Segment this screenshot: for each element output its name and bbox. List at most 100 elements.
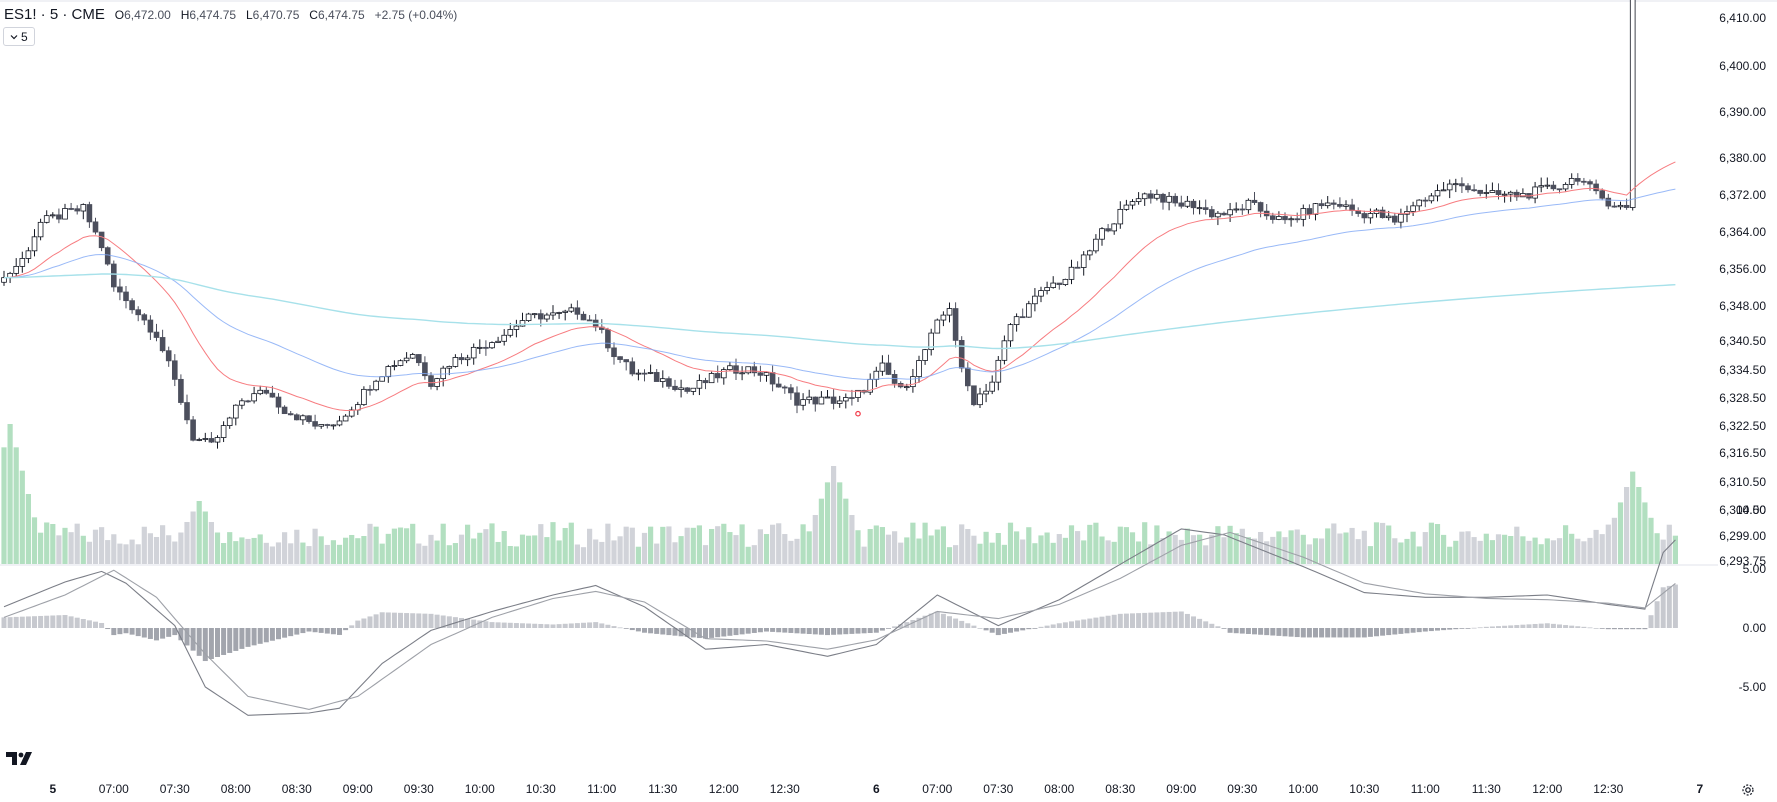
volume-bar: [1398, 542, 1404, 564]
candle-body: [184, 402, 190, 421]
macd-histogram-bar: [93, 621, 98, 628]
volume-bar: [1483, 533, 1489, 564]
candle-body: [31, 236, 38, 252]
candle: [525, 312, 532, 322]
candle: [1349, 198, 1355, 216]
macd-tick-label: 5.00: [1743, 562, 1767, 576]
candle-body: [757, 372, 764, 376]
macd-histogram-bar: [1343, 628, 1349, 638]
candle-body: [1453, 183, 1459, 186]
candle: [830, 389, 837, 410]
time-tick-label: 10:30: [1349, 782, 1379, 796]
candle-body: [232, 404, 239, 419]
macd-histogram-bar: [971, 625, 977, 628]
volume-bar: [416, 543, 422, 564]
volume-bar: [1343, 532, 1349, 564]
volume-bar: [715, 526, 721, 564]
price-axis[interactable]: 6,410.00 6,400.00 6,390.00 6,380.00 6,372.00…: [1719, 11, 1766, 568]
tradingview-logo[interactable]: [6, 750, 34, 766]
volume-bar: [465, 524, 471, 564]
candle: [324, 423, 331, 429]
candle-body: [1154, 193, 1160, 199]
macd-histogram-bar: [550, 624, 556, 628]
symbol-title[interactable]: ES1! · 5 · CME: [4, 6, 105, 23]
time-tick-label: 11:30: [1472, 782, 1501, 796]
candle-body: [1068, 266, 1075, 280]
candle: [403, 352, 410, 364]
macd-axis[interactable]: 10.00 5.00 0.00 -5.00: [1736, 503, 1766, 694]
volume-bar: [361, 536, 367, 564]
candle: [782, 385, 788, 394]
candle: [1038, 286, 1044, 303]
candle-body: [1532, 186, 1538, 199]
candle: [1294, 212, 1301, 223]
macd-histogram-bar: [1166, 611, 1172, 628]
candle: [1599, 188, 1606, 201]
candle: [1392, 212, 1398, 226]
candle: [678, 379, 684, 398]
candle: [348, 406, 355, 418]
candle-body: [1300, 208, 1307, 220]
volume-bar: [1062, 537, 1068, 564]
volume-bar: [92, 529, 99, 564]
candle-body: [574, 307, 581, 315]
candle: [599, 319, 605, 334]
volume-bar: [1056, 534, 1062, 564]
macd-histogram-bar: [1654, 601, 1660, 628]
macd-histogram-bar: [1471, 627, 1477, 629]
candle-body: [1343, 204, 1349, 207]
indicator-toggle-button[interactable]: 5: [3, 27, 35, 46]
candle-body: [1093, 238, 1099, 252]
macd-histogram-bar: [355, 620, 361, 628]
candle-body: [818, 396, 825, 405]
candle-body: [1074, 266, 1081, 269]
candle-body: [422, 362, 428, 377]
macd-histogram-bar: [404, 613, 410, 628]
macd-histogram-bar: [709, 628, 715, 638]
macd-histogram-bar: [733, 628, 739, 636]
candle: [1318, 199, 1325, 209]
macd-histogram-bar: [1191, 616, 1196, 628]
candle-body: [678, 387, 684, 390]
candle-body: [135, 309, 142, 316]
settings-gear[interactable]: [1741, 783, 1755, 797]
candle: [489, 341, 495, 350]
candle: [1123, 199, 1130, 211]
volume-bar: [959, 524, 965, 564]
macd-histogram-bar: [1038, 626, 1044, 628]
volume-bar: [1258, 531, 1264, 564]
candle-body: [727, 365, 733, 371]
macd-histogram-bar: [1276, 628, 1282, 636]
macd-histogram-bar: [1544, 623, 1550, 628]
macd-histogram-bar: [764, 628, 769, 632]
volume-bar: [56, 535, 62, 564]
candle-body: [690, 387, 697, 392]
candle-body: [1483, 192, 1490, 194]
time-axis[interactable]: 5 07:00 07:30 08:00 08:30 09:00 09:30 10:00 10:3…: [49, 782, 1703, 796]
volume-bar: [141, 526, 147, 564]
candle-body: [1587, 181, 1593, 185]
volume-bar: [477, 532, 483, 564]
volume-bar: [1434, 524, 1441, 564]
volume-bar: [123, 544, 129, 564]
candle-body: [1514, 191, 1520, 198]
candle-body: [977, 393, 983, 406]
candle-body: [1398, 213, 1404, 223]
macd-histogram-bar: [788, 628, 794, 633]
candle-body: [1190, 200, 1197, 209]
candle: [1593, 179, 1599, 195]
volume-bar: [1526, 540, 1532, 564]
candle: [501, 329, 507, 346]
macd-histogram-bar: [208, 628, 214, 660]
macd-histogram-bar: [1178, 611, 1184, 628]
volume-bar: [782, 534, 788, 564]
candle: [373, 379, 379, 392]
volume-bar: [532, 535, 538, 564]
candle: [31, 229, 38, 257]
macd-histogram-bar: [50, 615, 56, 628]
volume-bar: [1050, 542, 1056, 564]
macd-histogram-bar: [233, 628, 239, 651]
volume-bar: [1422, 532, 1428, 564]
